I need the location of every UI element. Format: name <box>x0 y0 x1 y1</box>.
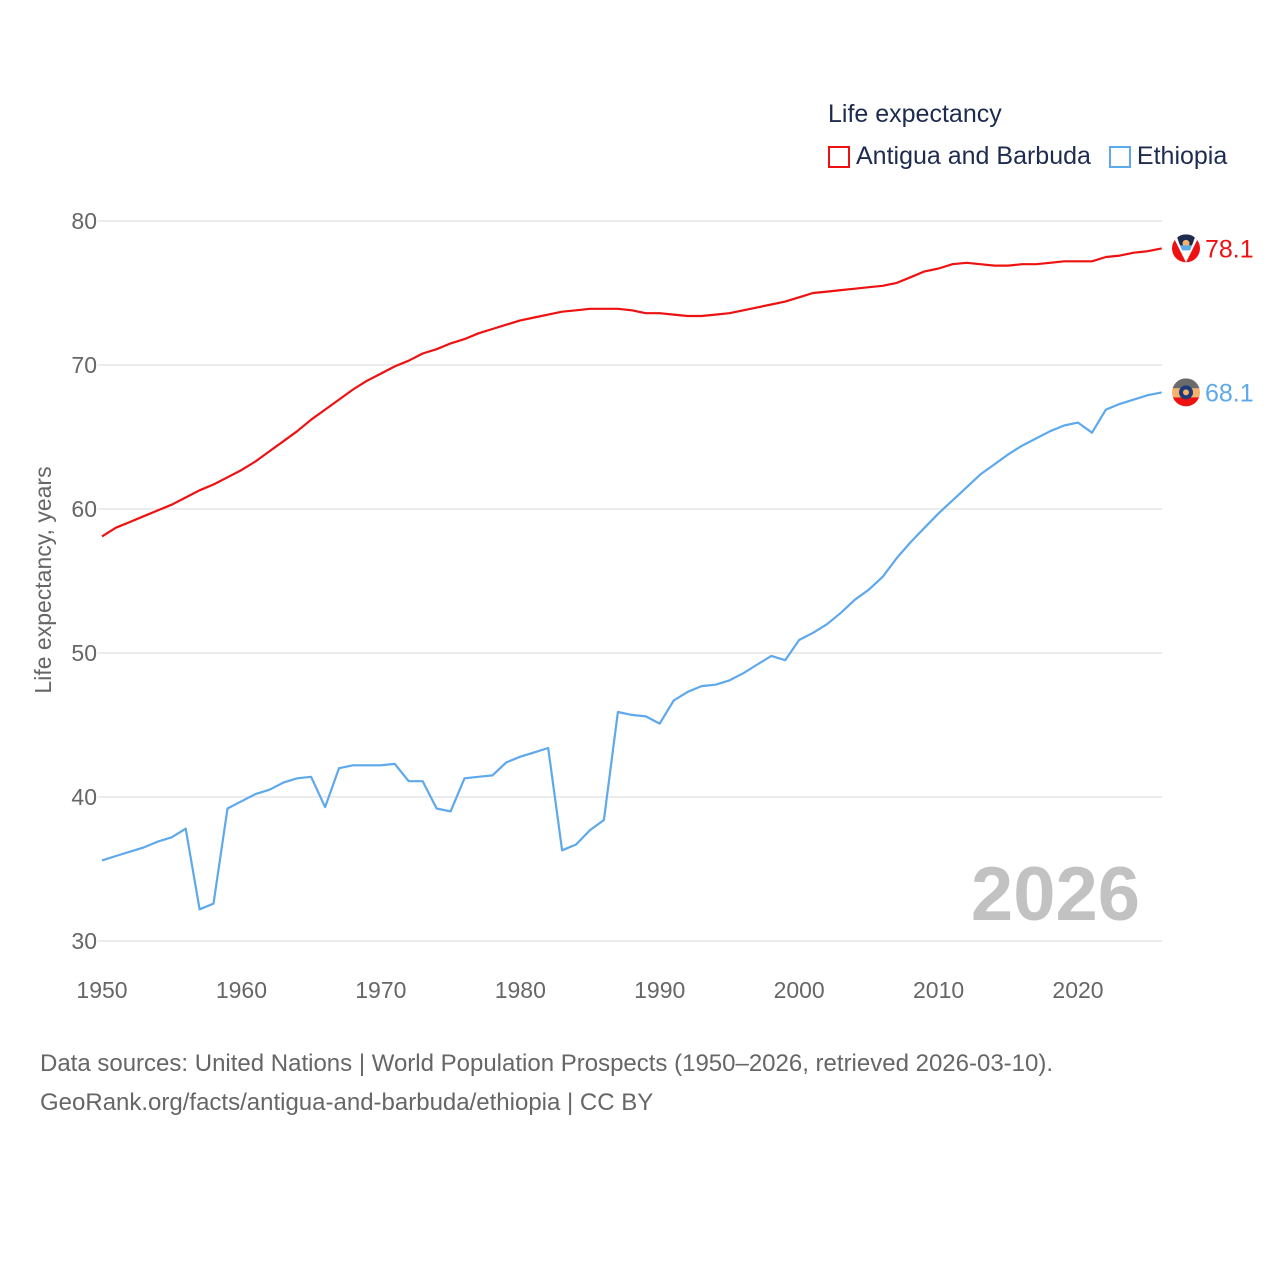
x-tick-label: 1960 <box>216 977 267 1003</box>
ethiopia-flag-icon <box>1172 378 1200 407</box>
legend-swatch-antigua <box>828 145 850 168</box>
series-line-antigua <box>101 247 1162 538</box>
legend-item-ethiopia[interactable]: Ethiopia <box>1108 142 1228 171</box>
footer: Data sources: United Nations | World Pop… <box>40 1044 1053 1122</box>
end-value-label: 68.1 <box>1205 379 1254 407</box>
y-axis-label: Life expectancy, years <box>30 466 56 693</box>
source-link[interactable]: GeoRank.org/facts/antigua-and-barbuda/et… <box>40 1089 654 1116</box>
y-tick-label: 50 <box>71 640 97 666</box>
legend: Antigua and Barbuda Ethiopia <box>828 142 1227 171</box>
year-watermark: 2026 <box>971 852 1140 937</box>
y-tick-label: 40 <box>71 784 97 810</box>
data-source-text: Data sources: United Nations | World Pop… <box>40 1050 1054 1077</box>
antigua-flag-icon <box>1172 234 1200 263</box>
legend-label: Antigua and Barbuda <box>856 142 1091 170</box>
x-tick-label: 2010 <box>913 977 964 1003</box>
x-tick-label: 2000 <box>774 977 825 1003</box>
legend-title: Life expectancy <box>828 100 1002 128</box>
x-tick-label: 1970 <box>355 977 406 1003</box>
y-tick-label: 30 <box>71 928 97 954</box>
legend-item-antigua[interactable]: Antigua and Barbuda <box>828 142 1091 171</box>
series-line-ethiopia <box>101 391 1162 911</box>
end-value-label: 78.1 <box>1205 235 1254 263</box>
legend-label: Ethiopia <box>1136 142 1228 170</box>
y-tick-label: 60 <box>71 496 97 522</box>
y-tick-label: 80 <box>71 208 97 234</box>
x-tick-label: 1950 <box>76 977 127 1003</box>
x-tick-label: 1990 <box>634 977 685 1003</box>
x-tick-label: 1980 <box>495 977 546 1003</box>
x-tick-label: 2020 <box>1052 977 1103 1003</box>
y-tick-label: 70 <box>71 352 97 378</box>
legend-swatch-ethiopia <box>1108 145 1131 168</box>
